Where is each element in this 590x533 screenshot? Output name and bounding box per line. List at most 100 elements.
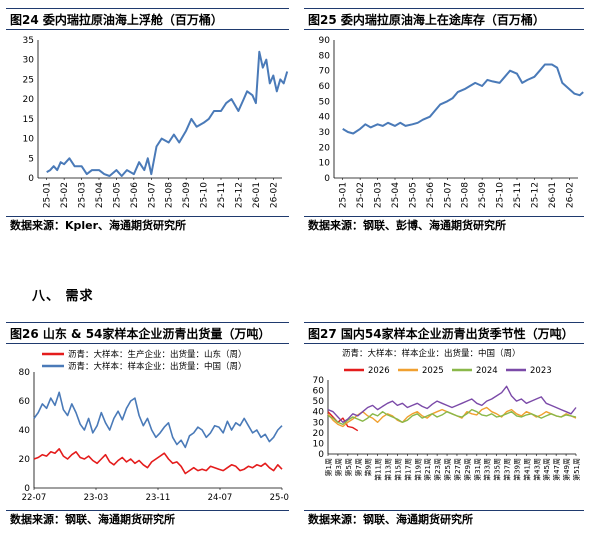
y-tick-label: 20 (19, 455, 31, 465)
x-tick-label: 26-01 (252, 182, 262, 208)
x-tick-label: 第43周 (532, 458, 541, 481)
x-tick-label: 25-11 (217, 182, 227, 208)
x-tick-label: 25-09 (182, 182, 192, 208)
x-tick-label: 22-07 (22, 493, 47, 503)
x-tick-label: 第31周 (473, 458, 482, 481)
chart-panel-24: 图24 委内瑞拉原油海上浮舱（百万桶） 0 5 10 15 20 25 30 35 25-01 2… (6, 8, 289, 236)
y-tick-label: 50 (313, 397, 325, 407)
legend-label: 沥青：大样本：样本企业：出货量：中国（周） (68, 361, 247, 372)
y-tick-label: 20 (319, 143, 331, 153)
y-tick-label: 10 (313, 439, 325, 449)
x-tick-label: 25-04 (95, 182, 105, 208)
y-tick-label: 25 (23, 75, 34, 85)
y-tick-label: 0 (318, 450, 324, 460)
x-tick-label: 第37周 (503, 458, 512, 481)
x-tick-label: 第1周 (324, 458, 333, 476)
y-tick-label: 60 (19, 397, 31, 407)
legend-label: 沥青：大样本：生产企业：出货量：山东（周） (68, 349, 247, 360)
y-tick-label: 20 (313, 429, 325, 439)
x-tick-label: 第7周 (354, 458, 363, 476)
y-tick-label: 15 (23, 115, 34, 125)
series-line (342, 63, 584, 135)
chart-svg: 0 20 40 60 80 22-07 23-03 23-11 24-07 25-03 沥青：大样本… (19, 349, 289, 503)
legend-label: 2024 (476, 366, 498, 376)
y-tick-label: 70 (319, 67, 331, 77)
chart-title: 图25 委内瑞拉原油海上在途库存（百万桶） (304, 8, 584, 30)
x-tick-label: 25-09 (478, 182, 488, 208)
x-tick-label: 25-03 (78, 182, 88, 208)
x-tick-label: 25-08 (165, 182, 175, 208)
y-tick-label: 0 (324, 174, 330, 184)
x-tick-label: 25-03 (374, 182, 384, 208)
x-tick-label: 23-03 (84, 493, 109, 503)
legend-label: 2023 (530, 366, 552, 376)
x-tick-label: 第51周 (572, 458, 581, 481)
y-tick-label: 30 (313, 418, 325, 428)
x-tick-label: 第13周 (384, 458, 393, 481)
x-tick-label: 第11周 (374, 458, 383, 481)
x-tick-label: 第47周 (552, 458, 561, 481)
chart-source: 数据来源：Kpler、海通期货研究所 (6, 216, 289, 234)
chart-panel-25: 图25 委内瑞拉原油海上在途库存（百万桶） 0 10 20 30 40 50 60 70 80 9… (304, 8, 584, 236)
x-tick-label: 25-07 (443, 182, 453, 208)
x-tick-label: 25-02 (356, 182, 366, 208)
y-tick-label: 10 (319, 159, 331, 169)
x-tick-label: 第33周 (483, 458, 492, 481)
y-tick-label: 5 (28, 154, 34, 164)
chart-svg: 0 5 10 15 20 25 30 35 25-01 25-02 25-03 25-04 25-05 2… (23, 36, 289, 208)
series-line (327, 385, 577, 424)
x-tick-label: 25-01 (43, 182, 53, 208)
x-tick-label: 第39周 (512, 458, 521, 481)
x-tick-label: 第21周 (423, 458, 432, 481)
x-tick-label: 第45周 (542, 458, 551, 481)
x-tick-label: 25-01 (339, 182, 349, 208)
x-tick-label: 25-05 (408, 182, 418, 208)
x-tick-label: 第17周 (403, 458, 412, 481)
y-tick-label: 0 (28, 174, 34, 184)
y-tick-label: 20 (23, 95, 35, 105)
x-tick-label: 25-12 (530, 182, 540, 208)
x-tick-label: 24-07 (208, 493, 233, 503)
x-tick-label: 第23周 (433, 458, 442, 481)
y-tick-label: 60 (313, 387, 325, 397)
x-tick-label: 第9周 (364, 458, 373, 476)
x-tick-label: 26-02 (269, 182, 279, 208)
chart-svg: 0 10 20 30 40 50 60 70 80 90 25-01 25-02 25-03 25-04 2… (319, 36, 584, 208)
series-line (33, 391, 283, 449)
x-tick-label: 第35周 (493, 458, 502, 481)
legend-label: 2025 (422, 366, 444, 376)
y-tick-label: 60 (319, 82, 331, 92)
x-tick-label: 第3周 (334, 458, 343, 476)
x-tick-label: 25-04 (391, 182, 401, 208)
series-line (327, 411, 359, 432)
x-tick-label: 第5周 (344, 458, 353, 476)
y-tick-label: 10 (23, 135, 35, 145)
x-tick-label: 26-01 (548, 182, 558, 208)
x-tick-label: 25-03 (270, 493, 289, 503)
y-tick-label: 80 (319, 51, 331, 61)
series-line (33, 448, 283, 475)
chart-subtitle: 沥青：大样本：样本企业：出货量：中国（周） (342, 348, 521, 359)
chart-title: 图24 委内瑞拉原油海上浮舱（百万桶） (6, 8, 289, 30)
section-heading: 八、 需求 (32, 289, 94, 304)
series-line (327, 408, 577, 426)
x-tick-label: 第49周 (562, 458, 571, 481)
x-tick-label: 25-06 (426, 182, 436, 208)
x-tick-label: 25-11 (513, 182, 523, 208)
chart-panel-27: 图27 国内54家样本企业沥青出货季节性（万吨） 0 10 20 30 40 50 60 70… (304, 322, 584, 530)
y-tick-label: 80 (19, 368, 31, 378)
y-tick-label: 35 (23, 36, 34, 46)
x-tick-label: 25-12 (234, 182, 244, 208)
legend-label: 2026 (368, 366, 390, 376)
x-tick-label: 第29周 (463, 458, 472, 481)
y-tick-label: 50 (319, 97, 331, 107)
chart-panel-26: 图26 山东 & 54家样本企业沥青出货量（万吨） 0 20 40 60 80 22-07… (6, 322, 289, 530)
x-tick-label: 25-05 (112, 182, 122, 208)
x-tick-label: 第15周 (393, 458, 402, 481)
x-tick-label: 第19周 (413, 458, 422, 481)
x-tick-label: 26-02 (565, 182, 575, 208)
chart-title: 图27 国内54家样本企业沥青出货季节性（万吨） (304, 322, 584, 344)
x-tick-label: 25-07 (147, 182, 157, 208)
y-tick-label: 70 (313, 376, 325, 386)
